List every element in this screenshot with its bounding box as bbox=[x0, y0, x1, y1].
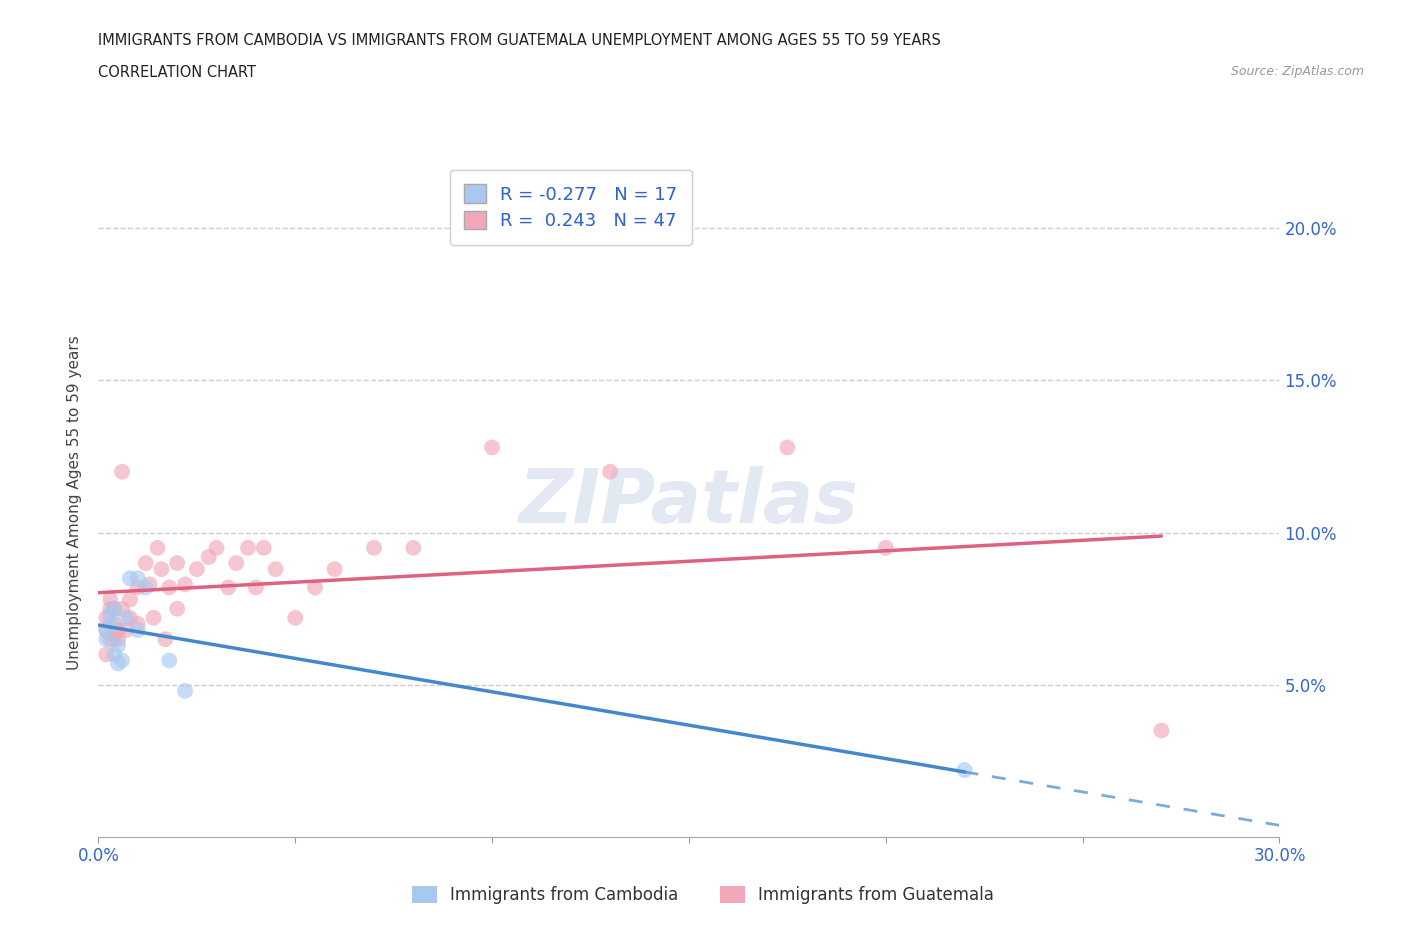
Point bbox=[1150, 723, 1173, 737]
Point bbox=[253, 540, 276, 555]
Point bbox=[142, 610, 165, 625]
Point bbox=[98, 631, 121, 646]
Point bbox=[323, 562, 346, 577]
Point bbox=[107, 638, 129, 653]
Text: Source: ZipAtlas.com: Source: ZipAtlas.com bbox=[1230, 65, 1364, 78]
Point bbox=[127, 617, 149, 631]
Point bbox=[236, 540, 259, 555]
Point bbox=[98, 592, 121, 607]
Point bbox=[157, 653, 180, 668]
Point bbox=[96, 647, 118, 662]
Point bbox=[205, 540, 228, 555]
Text: CORRELATION CHART: CORRELATION CHART bbox=[98, 65, 256, 80]
Point bbox=[481, 440, 503, 455]
Point bbox=[107, 631, 129, 646]
Point bbox=[115, 610, 138, 625]
Point bbox=[953, 763, 976, 777]
Legend: Immigrants from Cambodia, Immigrants from Guatemala: Immigrants from Cambodia, Immigrants fro… bbox=[404, 878, 1002, 912]
Y-axis label: Unemployment Among Ages 55 to 59 years: Unemployment Among Ages 55 to 59 years bbox=[67, 335, 83, 670]
Point bbox=[776, 440, 799, 455]
Point bbox=[107, 656, 129, 671]
Text: IMMIGRANTS FROM CAMBODIA VS IMMIGRANTS FROM GUATEMALA UNEMPLOYMENT AMONG AGES 55: IMMIGRANTS FROM CAMBODIA VS IMMIGRANTS F… bbox=[98, 33, 941, 47]
Point bbox=[166, 602, 188, 617]
Text: ZIPatlas: ZIPatlas bbox=[519, 466, 859, 538]
Point bbox=[111, 464, 134, 479]
Point bbox=[138, 577, 160, 591]
Point bbox=[217, 580, 239, 595]
Point bbox=[103, 602, 125, 617]
Point bbox=[174, 684, 197, 698]
Point bbox=[118, 610, 141, 625]
Point bbox=[127, 580, 149, 595]
Point bbox=[186, 562, 208, 577]
Point bbox=[155, 631, 177, 646]
Point bbox=[245, 580, 267, 595]
Point bbox=[135, 580, 157, 595]
Point bbox=[107, 622, 129, 637]
Point bbox=[103, 631, 125, 646]
Point bbox=[118, 592, 141, 607]
Point bbox=[103, 617, 125, 631]
Point bbox=[197, 550, 219, 565]
Point bbox=[96, 622, 118, 637]
Point bbox=[304, 580, 326, 595]
Point bbox=[103, 647, 125, 662]
Point bbox=[111, 653, 134, 668]
Point bbox=[264, 562, 287, 577]
Point bbox=[284, 610, 307, 625]
Point bbox=[225, 555, 247, 570]
Point bbox=[127, 622, 149, 637]
Point bbox=[96, 631, 118, 646]
Point bbox=[118, 571, 141, 586]
Point bbox=[98, 617, 121, 631]
Point bbox=[174, 577, 197, 591]
Point bbox=[157, 580, 180, 595]
Point bbox=[135, 555, 157, 570]
Point bbox=[599, 464, 621, 479]
Point bbox=[363, 540, 385, 555]
Point bbox=[115, 622, 138, 637]
Point bbox=[166, 555, 188, 570]
Point bbox=[98, 602, 121, 617]
Point bbox=[98, 607, 121, 622]
Point bbox=[96, 610, 118, 625]
Point bbox=[150, 562, 173, 577]
Point bbox=[146, 540, 169, 555]
Point bbox=[111, 602, 134, 617]
Point bbox=[127, 571, 149, 586]
Point bbox=[402, 540, 425, 555]
Point bbox=[103, 602, 125, 617]
Legend: R = -0.277   N = 17, R =  0.243   N = 47: R = -0.277 N = 17, R = 0.243 N = 47 bbox=[450, 170, 692, 245]
Point bbox=[96, 622, 118, 637]
Point bbox=[875, 540, 897, 555]
